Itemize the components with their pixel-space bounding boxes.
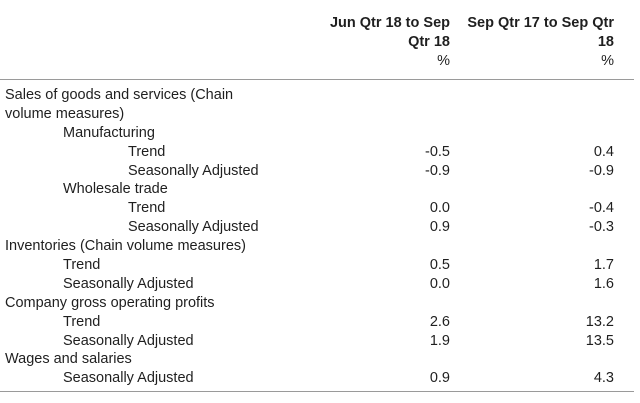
row-label: Trend: [63, 257, 101, 274]
row-value-annual: 0.4: [593, 143, 614, 160]
row-value-annual: 1.7: [593, 257, 614, 274]
row-label: Company gross operating profits: [5, 294, 215, 311]
row-value-quarterly: 0.0: [429, 200, 450, 217]
table-row: volume measures): [0, 105, 640, 124]
table-row: Seasonally Adjusted 0.0 1.6: [0, 275, 640, 294]
row-label: Seasonally Adjusted: [128, 162, 259, 179]
column-unit-quarterly: %: [437, 53, 450, 69]
row-value-quarterly: -0.5: [425, 143, 450, 160]
table-bottom-divider: [0, 391, 634, 392]
table-row: Seasonally Adjusted -0.9 -0.9: [0, 162, 640, 181]
row-label: volume measures): [5, 105, 125, 122]
table-body: Sales of goods and services (Chain volum…: [0, 86, 640, 388]
row-value-quarterly: 0.5: [429, 257, 450, 274]
header-divider: [0, 79, 634, 80]
row-value-annual: 13.2: [585, 313, 614, 330]
row-label: Trend: [128, 143, 166, 160]
row-value-quarterly: 1.9: [429, 332, 450, 349]
row-value-annual: 4.3: [593, 370, 614, 387]
row-label: Wages and salaries: [5, 351, 132, 368]
row-label: Seasonally Adjusted: [63, 370, 194, 387]
row-label: Seasonally Adjusted: [128, 219, 259, 236]
table-row: Company gross operating profits: [0, 294, 640, 313]
column-header-quarterly-line2: Qtr 18: [408, 34, 450, 50]
table-row: Trend 2.6 13.2: [0, 313, 640, 332]
row-value-annual: -0.4: [589, 200, 614, 217]
column-header-annual: Sep Qtr 17 to Sep Qtr 18 %: [450, 14, 614, 71]
row-label: Manufacturing: [63, 124, 155, 141]
row-value-quarterly: -0.9: [425, 162, 450, 179]
row-value-annual: 1.6: [593, 275, 614, 292]
column-header-annual-line2: 18: [597, 34, 614, 50]
row-label: Wholesale trade: [63, 181, 168, 198]
table-row: Wholesale trade: [0, 180, 640, 199]
table-row: Trend 0.0 -0.4: [0, 199, 640, 218]
row-label: Seasonally Adjusted: [63, 332, 194, 349]
table-row: Seasonally Adjusted 0.9 -0.3: [0, 218, 640, 237]
table-row: Inventories (Chain volume measures): [0, 237, 640, 256]
row-label: Trend: [63, 313, 101, 330]
column-unit-annual: %: [601, 53, 614, 69]
row-value-annual: -0.9: [589, 162, 614, 179]
row-value-quarterly: 2.6: [429, 313, 450, 330]
row-label: Inventories (Chain volume measures): [5, 238, 246, 255]
row-label: Sales of goods and services (Chain: [5, 87, 234, 103]
table-row: Sales of goods and services (Chain: [0, 86, 640, 105]
table-row: Seasonally Adjusted 0.9 4.3: [0, 369, 640, 388]
table-row: Seasonally Adjusted 1.9 13.5: [0, 332, 640, 351]
row-label: Trend: [128, 200, 166, 217]
row-label: Seasonally Adjusted: [63, 275, 194, 292]
column-header-quarterly-line1: Jun Qtr 18 to Sep: [329, 15, 450, 31]
column-header-annual-line1: Sep Qtr 17 to Sep Qtr: [467, 15, 614, 31]
table-row: Trend 0.5 1.7: [0, 256, 640, 275]
table-row: Wages and salaries: [0, 350, 640, 369]
row-value-annual: 13.5: [585, 332, 614, 349]
table-row: Manufacturing: [0, 124, 640, 143]
row-value-quarterly: 0.9: [429, 219, 450, 236]
column-header-quarterly: Jun Qtr 18 to Sep Qtr 18 %: [300, 14, 450, 71]
table-row: Trend -0.5 0.4: [0, 143, 640, 162]
row-value-annual: -0.3: [589, 219, 614, 236]
row-value-quarterly: 0.9: [429, 370, 450, 387]
row-value-quarterly: 0.0: [429, 275, 450, 292]
